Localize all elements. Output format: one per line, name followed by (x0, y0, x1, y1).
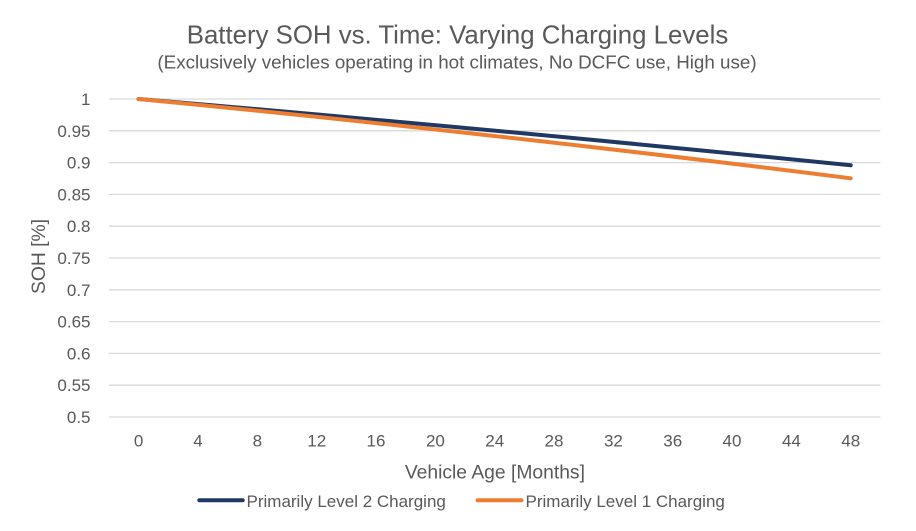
svg-text:36: 36 (663, 431, 682, 450)
svg-text:1: 1 (81, 90, 90, 109)
svg-text:0.5: 0.5 (67, 408, 91, 427)
svg-text:12: 12 (307, 431, 326, 450)
svg-text:Vehicle Age [Months]: Vehicle Age [Months] (405, 463, 585, 484)
svg-text:48: 48 (841, 431, 860, 450)
svg-text:0.8: 0.8 (67, 217, 91, 236)
svg-text:24: 24 (485, 431, 504, 450)
svg-text:0.55: 0.55 (57, 376, 90, 395)
svg-text:Primarily Level 1 Charging: Primarily Level 1 Charging (526, 492, 725, 511)
svg-text:Battery SOH vs. Time: Varying: Battery SOH vs. Time: Varying Charging L… (187, 22, 728, 50)
svg-text:0: 0 (134, 431, 143, 450)
svg-text:(Exclusively vehicles operatin: (Exclusively vehicles operating in hot c… (157, 52, 756, 73)
svg-text:0.7: 0.7 (67, 281, 91, 300)
svg-text:44: 44 (782, 431, 801, 450)
svg-text:0.6: 0.6 (67, 344, 91, 363)
svg-text:16: 16 (367, 431, 386, 450)
svg-text:0.65: 0.65 (57, 313, 90, 332)
svg-text:SOH [%]: SOH [%] (29, 219, 50, 294)
svg-text:32: 32 (604, 431, 623, 450)
svg-text:0.9: 0.9 (67, 154, 91, 173)
svg-text:0.95: 0.95 (57, 122, 90, 141)
svg-text:40: 40 (723, 431, 742, 450)
svg-text:8: 8 (253, 431, 262, 450)
svg-text:4: 4 (193, 431, 202, 450)
svg-text:0.85: 0.85 (57, 185, 90, 204)
svg-text:0.75: 0.75 (57, 249, 90, 268)
svg-text:Primarily Level 2 Charging: Primarily Level 2 Charging (247, 492, 446, 511)
svg-text:20: 20 (426, 431, 445, 450)
svg-text:28: 28 (545, 431, 564, 450)
